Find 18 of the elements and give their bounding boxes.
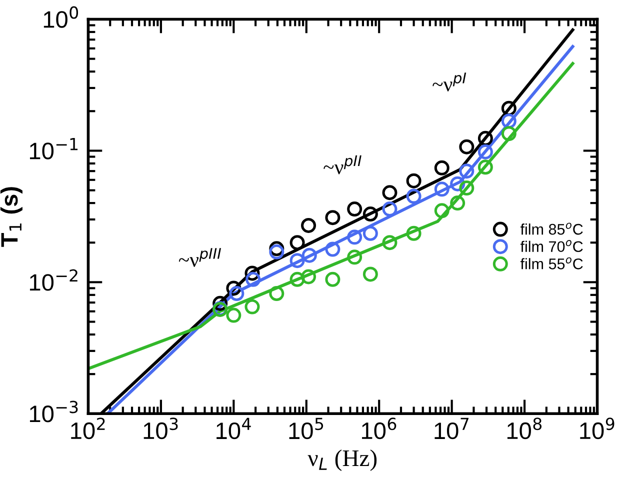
x-tick-label: 10$^{6}$ [362, 418, 396, 440]
x-tick-label: 10$^{8}$ [507, 418, 542, 440]
x-tick-label: 10$^{4}$ [216, 418, 251, 440]
x-tick-label: 10$^{7}$ [434, 418, 469, 440]
y-axis-title: T$_{1}$ (s) [0, 187, 22, 247]
x-tick-label: 10$^{5}$ [289, 418, 324, 440]
y-tick-label: 10$^{−1}$ [30, 138, 78, 160]
annotation: ~ν$^{pI}$ [432, 72, 466, 92]
x-tick-label: 10$^{9}$ [580, 418, 614, 440]
legend-label: film 70$^{o}$C [520, 240, 583, 252]
legend-label: film 85$^{o}$C [520, 222, 583, 235]
annotation: ~ν$^{pIII}$ [178, 248, 221, 267]
x-axis-title: ν$_{L}$ (Hz) [308, 450, 377, 471]
x-tick-label: 10$^{3}$ [144, 418, 178, 440]
annotation: ~ν$^{pII}$ [324, 155, 362, 174]
y-tick-label: 10$^{−2}$ [30, 269, 78, 291]
legend-label: film 55$^{o}$C [520, 257, 583, 270]
y-tick-label: 10$^{0}$ [44, 6, 78, 28]
